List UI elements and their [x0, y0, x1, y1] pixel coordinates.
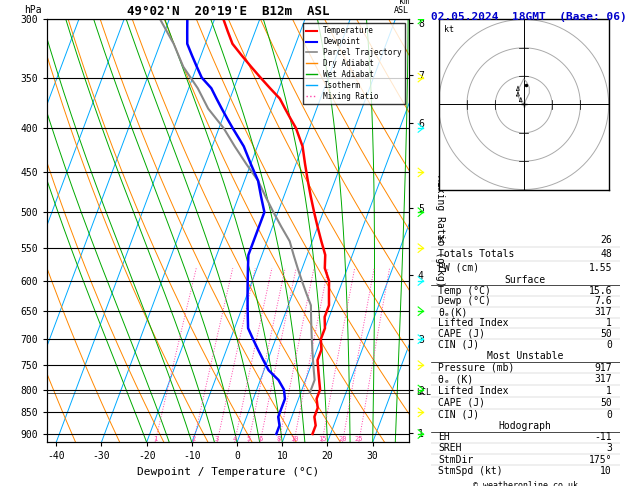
- Text: 4: 4: [233, 436, 237, 442]
- Text: Temp (°C): Temp (°C): [438, 286, 491, 296]
- Text: 20: 20: [338, 436, 347, 442]
- Text: PW (cm): PW (cm): [438, 263, 479, 273]
- Text: Totals Totals: Totals Totals: [438, 249, 515, 259]
- Text: 8: 8: [277, 436, 281, 442]
- Text: -11: -11: [594, 432, 612, 442]
- Text: 317: 317: [594, 307, 612, 317]
- Text: 50: 50: [600, 398, 612, 408]
- Text: θₑ(K): θₑ(K): [438, 307, 468, 317]
- Text: Dewp (°C): Dewp (°C): [438, 296, 491, 307]
- Text: 1: 1: [153, 436, 157, 442]
- Text: 0: 0: [606, 340, 612, 349]
- Text: 3: 3: [215, 436, 220, 442]
- Text: kt: kt: [443, 24, 454, 34]
- Text: hPa: hPa: [24, 5, 42, 15]
- Text: 1.55: 1.55: [589, 263, 612, 273]
- Text: 50: 50: [600, 329, 612, 339]
- Text: EH: EH: [438, 432, 450, 442]
- Text: 917: 917: [594, 363, 612, 373]
- Text: Most Unstable: Most Unstable: [487, 351, 564, 361]
- Text: SREH: SREH: [438, 443, 462, 453]
- X-axis label: Dewpoint / Temperature (°C): Dewpoint / Temperature (°C): [137, 467, 319, 477]
- Text: Surface: Surface: [504, 275, 546, 285]
- Text: 25: 25: [355, 436, 363, 442]
- Text: CIN (J): CIN (J): [438, 340, 479, 349]
- Text: LCL: LCL: [416, 388, 431, 398]
- Text: 7.6: 7.6: [594, 296, 612, 307]
- Text: 175°: 175°: [589, 454, 612, 465]
- Text: 10: 10: [600, 466, 612, 476]
- Title: 49°02'N  20°19'E  B12m  ASL: 49°02'N 20°19'E B12m ASL: [127, 5, 329, 18]
- Text: StmSpd (kt): StmSpd (kt): [438, 466, 503, 476]
- Text: θₑ (K): θₑ (K): [438, 374, 474, 384]
- Text: 317: 317: [594, 374, 612, 384]
- Text: 3: 3: [606, 443, 612, 453]
- Text: Lifted Index: Lifted Index: [438, 318, 509, 328]
- Text: Hodograph: Hodograph: [499, 421, 552, 431]
- Text: Pressure (mb): Pressure (mb): [438, 363, 515, 373]
- Text: 1: 1: [606, 318, 612, 328]
- Text: 15: 15: [318, 436, 326, 442]
- Text: 2: 2: [191, 436, 196, 442]
- Text: 48: 48: [600, 249, 612, 259]
- Text: CAPE (J): CAPE (J): [438, 329, 486, 339]
- Text: Lifted Index: Lifted Index: [438, 386, 509, 396]
- Text: 10: 10: [290, 436, 298, 442]
- Text: K: K: [438, 235, 444, 245]
- Legend: Temperature, Dewpoint, Parcel Trajectory, Dry Adiabat, Wet Adiabat, Isotherm, Mi: Temperature, Dewpoint, Parcel Trajectory…: [303, 23, 405, 104]
- Text: 15.6: 15.6: [589, 286, 612, 296]
- Text: CAPE (J): CAPE (J): [438, 398, 486, 408]
- Text: 6: 6: [258, 436, 262, 442]
- Text: 1: 1: [606, 386, 612, 396]
- Text: 5: 5: [247, 436, 251, 442]
- Text: © weatheronline.co.uk: © weatheronline.co.uk: [473, 481, 577, 486]
- Text: StmDir: StmDir: [438, 454, 474, 465]
- Y-axis label: Mixing Ratio (g/kg): Mixing Ratio (g/kg): [435, 175, 445, 287]
- Text: 26: 26: [600, 235, 612, 245]
- Text: km
ASL: km ASL: [394, 0, 409, 15]
- Text: CIN (J): CIN (J): [438, 410, 479, 419]
- Text: 02.05.2024  18GMT  (Base: 06): 02.05.2024 18GMT (Base: 06): [431, 12, 626, 22]
- Text: 0: 0: [606, 410, 612, 419]
